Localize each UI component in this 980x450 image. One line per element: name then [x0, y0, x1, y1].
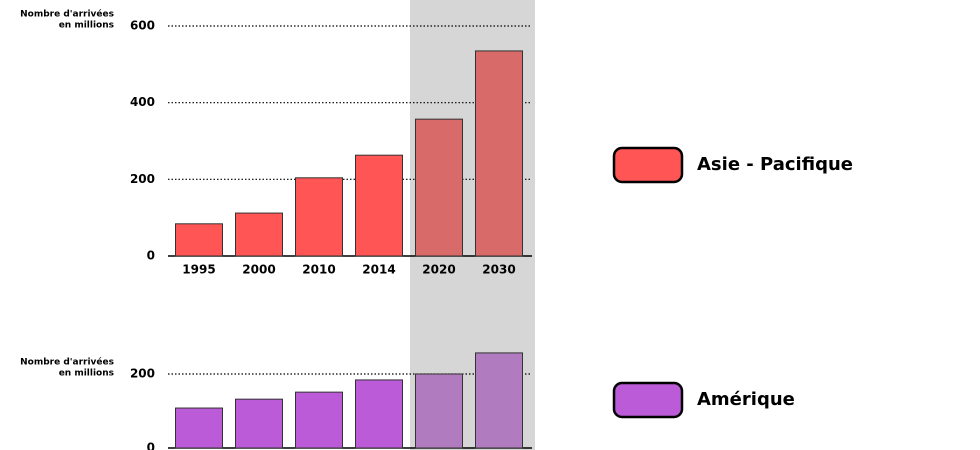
legend-swatch [612, 381, 684, 419]
bar [475, 50, 523, 257]
y-tick-label: 200 [130, 172, 155, 186]
bar [235, 212, 283, 257]
x-tick-label: 2010 [302, 263, 335, 277]
y-tick-label: 200 [130, 367, 155, 381]
x-tick-label: 2020 [422, 263, 455, 277]
legend-label: Asie - Pacifique [697, 154, 853, 175]
legend-swatch [612, 146, 684, 184]
y-tick-label: 600 [130, 19, 155, 33]
y-tick-label: 0 [147, 441, 155, 450]
x-tick-label: 2000 [242, 263, 275, 277]
bar [175, 223, 223, 257]
y-axis-label: Nombre d'arrivées [20, 357, 114, 368]
bar [175, 407, 223, 449]
bar [235, 398, 283, 449]
y-axis-label: Nombre d'arrivées [20, 9, 114, 20]
bar [415, 118, 463, 257]
bar [295, 391, 343, 449]
bar [355, 154, 403, 257]
y-axis-label: en millions [59, 369, 114, 379]
x-tick-label: 2030 [482, 263, 515, 277]
y-axis-label: en millions [59, 21, 114, 31]
y-tick-label: 0 [147, 249, 155, 263]
y-tick-label: 400 [130, 95, 155, 109]
bar [295, 177, 343, 257]
x-tick-label: 2014 [362, 263, 395, 277]
bar [415, 373, 463, 449]
bar [475, 352, 523, 449]
legend-label: Amérique [697, 389, 795, 410]
bar [355, 379, 403, 449]
x-tick-label: 1995 [182, 263, 215, 277]
